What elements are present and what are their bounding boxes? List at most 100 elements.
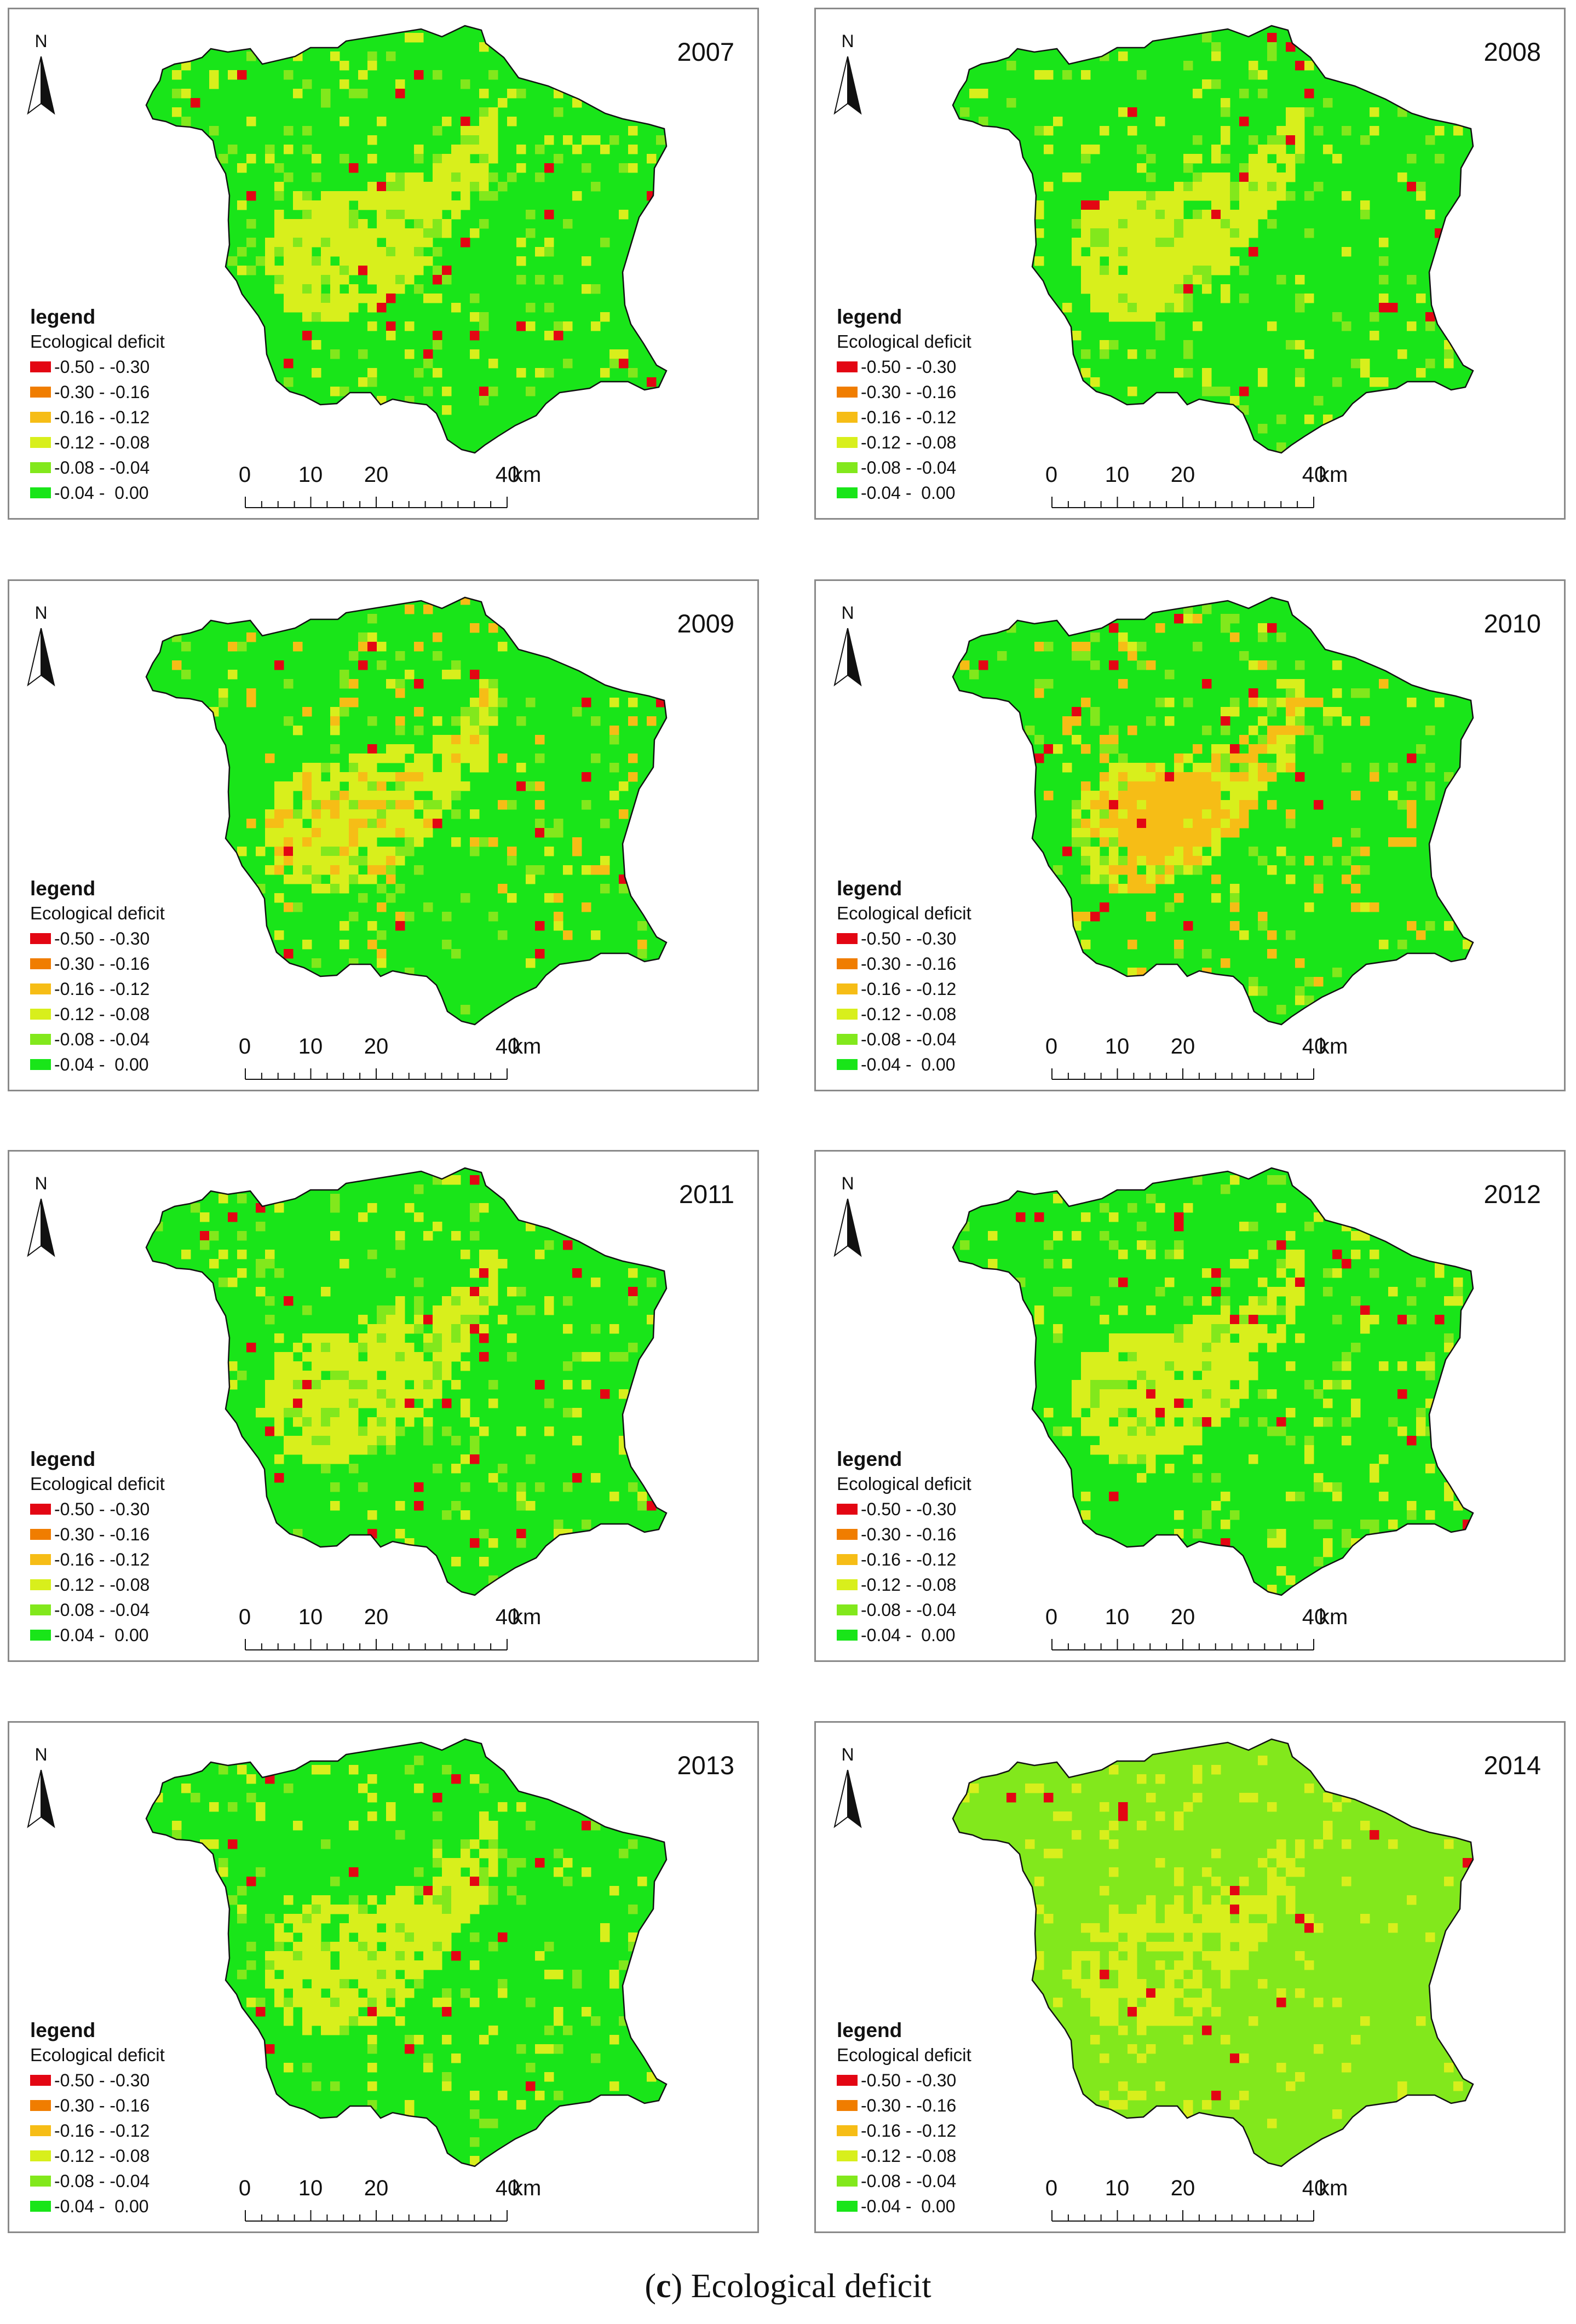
legend-swatch (837, 2201, 858, 2212)
legend-item-label: -0.08 - -0.04 (861, 457, 957, 478)
panel-year-label: 2013 (677, 1751, 734, 1780)
legend-item: -0.08 - -0.04 (837, 1027, 1034, 1052)
scale-bar: 0 10 20 40 km (239, 463, 541, 512)
legend-item: -0.08 - -0.04 (837, 455, 1034, 480)
caption-close-paren: ) (671, 2268, 683, 2305)
north-arrow-icon: N (25, 603, 57, 691)
legend-item-label: -0.04 - 0.00 (54, 1054, 149, 1074)
scale-tick-label: 0 (238, 463, 251, 487)
north-label: N (34, 31, 48, 51)
legend-swatch (30, 437, 51, 448)
legend-item-label: -0.08 - -0.04 (861, 2171, 957, 2191)
legend-swatch (837, 1059, 858, 1070)
legend-item: -0.04 - 0.00 (837, 480, 1034, 505)
legend-swatch (837, 1604, 858, 1615)
legend-item-label: -0.16 - -0.12 (861, 407, 957, 427)
legend-swatch (30, 2075, 51, 2086)
legend-swatch (30, 1604, 51, 1615)
legend-item-label: -0.50 - -0.30 (861, 928, 957, 948)
deficit-map (952, 596, 1474, 1026)
north-label: N (34, 603, 48, 623)
legend-swatch (30, 933, 51, 944)
legend-item: -0.12 - -0.08 (837, 1002, 1034, 1027)
legend-item: -0.30 - -0.16 (837, 951, 1034, 976)
figure-caption: (c) Ecological deficit (0, 2267, 1576, 2306)
legend-item: -0.08 - -0.04 (30, 2168, 227, 2194)
north-label: N (841, 603, 854, 623)
legend-item: -0.08 - -0.04 (30, 455, 227, 480)
north-arrow-icon: N (831, 1745, 864, 1832)
legend-swatch (837, 437, 858, 448)
boundary-outline (952, 596, 1474, 1026)
legend-title: legend (837, 877, 902, 900)
panel-year-label: 2009 (677, 609, 734, 638)
legend-swatch (837, 412, 858, 423)
scale-bar: 0 10 20 40 km (1045, 1605, 1348, 1654)
legend-item-label: -0.50 - -0.30 (54, 928, 150, 948)
legend-item: -0.04 - 0.00 (30, 480, 227, 505)
legend-item-label: -0.30 - -0.16 (861, 2095, 957, 2115)
legend-item: -0.12 - -0.08 (30, 430, 227, 455)
scale-bar: 0 10 20 40 km (1045, 2176, 1348, 2225)
legend-item: -0.30 - -0.16 (30, 379, 227, 405)
legend-swatch (30, 412, 51, 423)
legend-swatch (837, 487, 858, 498)
legend-item: -0.30 - -0.16 (30, 2093, 227, 2118)
scale-tick-label: 10 (298, 2176, 323, 2200)
scale-tick-label: 20 (1170, 463, 1195, 487)
scale-bar-line (245, 2210, 508, 2222)
legend-title: legend (837, 2019, 902, 2041)
north-label: N (841, 1173, 854, 1193)
scale-tick-label: 40 (495, 2176, 520, 2200)
legend-item: -0.12 - -0.08 (30, 1002, 227, 1027)
deficit-map (952, 25, 1474, 454)
legend-item: -0.30 - -0.16 (837, 2093, 1034, 2118)
legend-swatch (837, 2075, 858, 2086)
legend-item-label: -0.12 - -0.08 (54, 1004, 150, 1024)
legend-item-label: -0.30 - -0.16 (54, 382, 150, 402)
deficit-map (952, 1167, 1474, 1596)
legend-item-label: -0.08 - -0.04 (54, 1029, 150, 1049)
legend-swatch (30, 2176, 51, 2187)
scale-tick-label: 0 (1045, 1605, 1058, 1629)
legend-title: legend (30, 877, 96, 900)
legend-item: -0.04 - 0.00 (837, 2194, 1034, 2219)
legend-swatch (30, 1009, 51, 1020)
north-arrow-icon: N (831, 31, 864, 119)
scale-unit: km (1319, 463, 1348, 487)
legend-item-label: -0.04 - 0.00 (54, 482, 149, 503)
scale-tick-label: 20 (1170, 1605, 1195, 1629)
legend-title: legend (30, 2019, 96, 2041)
legend-swatch (30, 958, 51, 969)
legend-item-label: -0.30 - -0.16 (861, 953, 957, 974)
scale-tick-label: 40 (495, 1605, 520, 1629)
scale-tick-label: 20 (364, 2176, 389, 2200)
legend-item-label: -0.04 - 0.00 (861, 1625, 956, 1645)
legend-item-label: -0.16 - -0.12 (861, 979, 957, 999)
legend-item-label: -0.08 - -0.04 (861, 1600, 957, 1620)
legend-item: -0.16 - -0.12 (30, 405, 227, 430)
legend-item: -0.12 - -0.08 (837, 1572, 1034, 1597)
legend-swatch (837, 361, 858, 372)
map-legend: legend Ecological deficit -0.50 - -0.30 -0.… (837, 305, 1034, 505)
legend-swatch (30, 2125, 51, 2136)
legend-item-label: -0.12 - -0.08 (54, 1574, 150, 1595)
legend-item-label: -0.50 - -0.30 (54, 2070, 150, 2090)
legend-item-label: -0.30 - -0.16 (861, 1524, 957, 1544)
map-legend: legend Ecological deficit -0.50 - -0.30 -0.… (30, 1447, 227, 1648)
scale-tick-label: 10 (1105, 1605, 1130, 1629)
scale-unit: km (1319, 1034, 1348, 1059)
legend-swatch (837, 1529, 858, 1540)
scale-tick-label: 10 (1105, 463, 1130, 487)
north-arrow-icon: N (831, 603, 864, 691)
scale-tick-label: 40 (495, 463, 520, 487)
legend-swatch (837, 1034, 858, 1045)
legend-item-label: -0.04 - 0.00 (54, 2196, 149, 2216)
legend-item-label: -0.12 - -0.08 (861, 1004, 957, 1024)
boundary-outline (145, 1738, 668, 2167)
legend-item: -0.12 - -0.08 (30, 2143, 227, 2168)
legend-item: -0.50 - -0.30 (30, 926, 227, 951)
legend-item: -0.04 - 0.00 (837, 1052, 1034, 1077)
